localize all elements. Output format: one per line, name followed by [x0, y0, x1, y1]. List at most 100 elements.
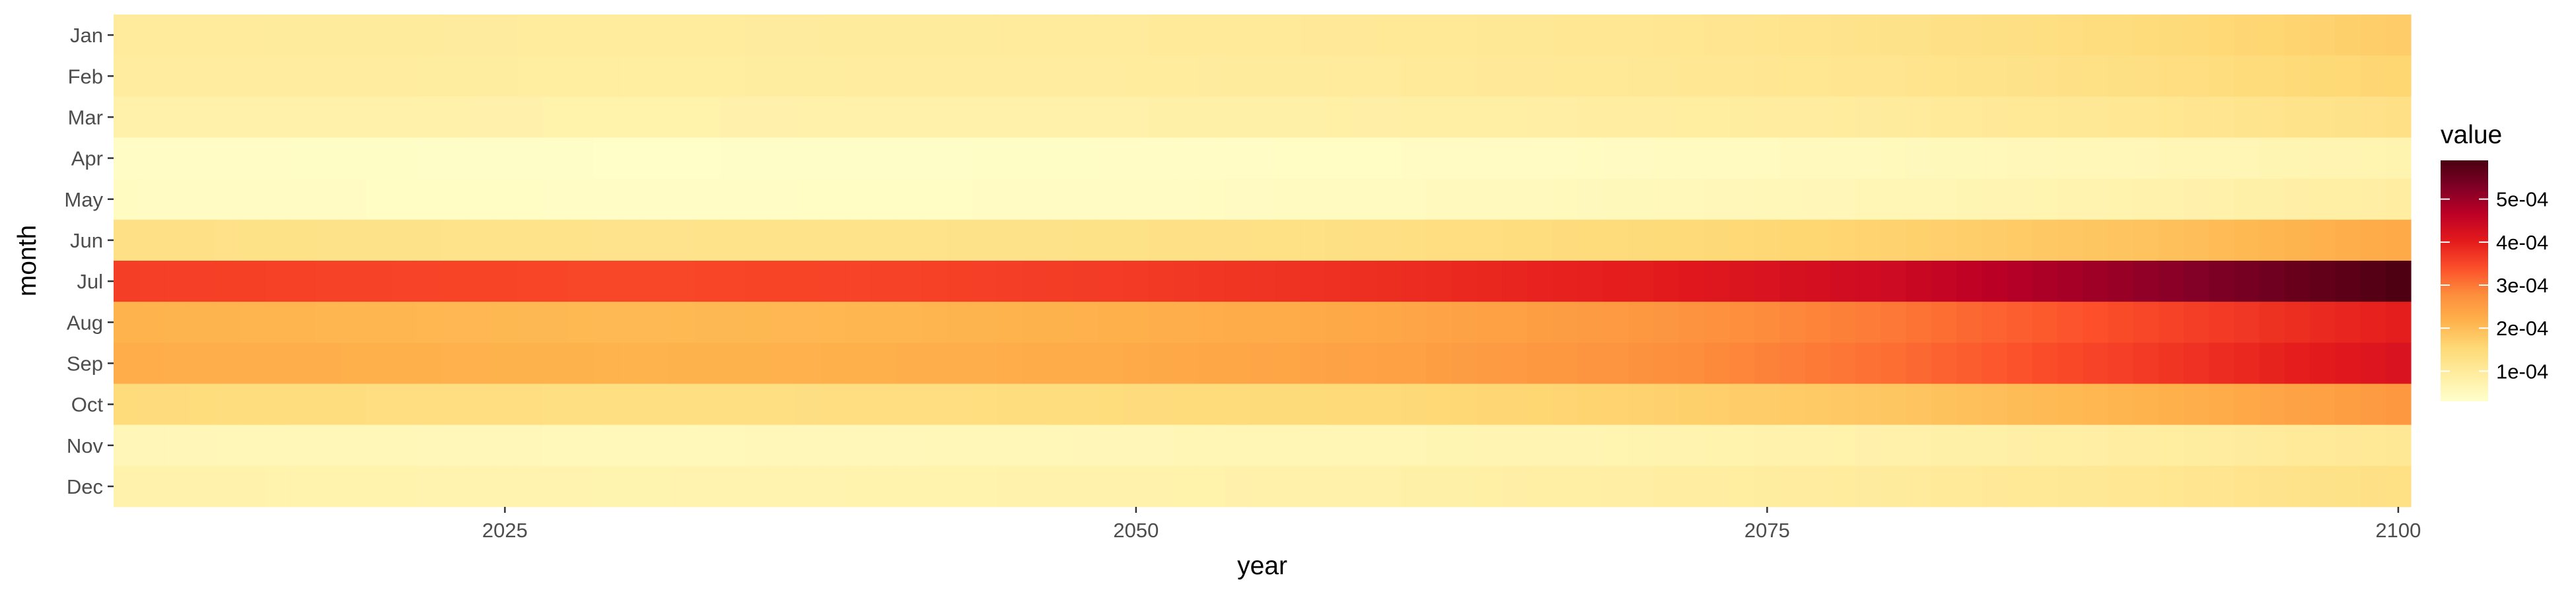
heatmap-cell	[1805, 465, 1831, 508]
heatmap-cell	[1779, 343, 1806, 384]
heatmap-cell	[1375, 15, 1402, 56]
heatmap-cell	[694, 424, 720, 467]
heatmap-cell	[1249, 219, 1275, 261]
heatmap-cell	[139, 96, 165, 138]
x-axis-title: year	[1237, 552, 1287, 580]
heatmap-cell	[618, 261, 645, 302]
heatmap-cell	[517, 15, 544, 56]
heatmap-cell	[1123, 96, 1149, 138]
heatmap-cell	[2209, 178, 2235, 220]
heatmap-cell	[1325, 178, 1351, 220]
heatmap-cell	[1325, 261, 1351, 302]
heatmap-cell	[1325, 15, 1351, 56]
heatmap-cell	[795, 178, 821, 220]
heatmap-cell	[2310, 383, 2336, 426]
heatmap-cell	[2108, 383, 2134, 426]
heatmap-cell	[2310, 15, 2336, 56]
heatmap-cell	[315, 219, 341, 261]
heatmap-cell	[114, 383, 139, 426]
heatmap-cell	[1199, 383, 1225, 426]
heatmap-cell	[719, 302, 746, 343]
heatmap-cell	[947, 55, 973, 97]
heatmap-cell	[2108, 96, 2134, 138]
heatmap-cell	[1022, 424, 1048, 467]
heatmap-cell	[1275, 424, 1301, 467]
heatmap-cell	[1527, 15, 1554, 56]
heatmap-cell	[820, 343, 846, 384]
heatmap-cell	[947, 96, 973, 138]
heatmap-cell	[2007, 219, 2033, 261]
heatmap-cell	[366, 424, 392, 467]
heatmap-cell	[1451, 137, 1478, 180]
heatmap-cell	[1754, 137, 1781, 180]
heatmap-cell	[1956, 15, 1982, 56]
legend-colorbar	[2441, 160, 2488, 401]
heatmap-cell	[2007, 383, 2033, 426]
heatmap-cell	[643, 383, 670, 426]
heatmap-cell	[618, 424, 645, 467]
heatmap-cell	[189, 178, 215, 220]
heatmap-cell	[1754, 465, 1781, 508]
heatmap-cell	[820, 302, 846, 343]
heatmap-cell	[1805, 96, 1831, 138]
heatmap-cell	[1931, 424, 1957, 467]
heatmap-cell	[240, 15, 266, 56]
heatmap-cell	[1174, 137, 1200, 180]
heatmap-cell	[1174, 219, 1200, 261]
heatmap-cell	[1300, 424, 1326, 467]
heatmap-cell	[1577, 302, 1604, 343]
heatmap-cell	[1300, 302, 1326, 343]
heatmap-cell	[668, 178, 695, 220]
heatmap-cell	[240, 178, 266, 220]
heatmap-cell	[1224, 178, 1250, 220]
heatmap-cell	[2184, 219, 2209, 261]
heatmap-cell	[1653, 96, 1680, 138]
heatmap-cell	[618, 137, 645, 180]
heatmap-cell	[1805, 55, 1831, 97]
heatmap-cell	[114, 55, 139, 97]
heatmap-cell	[2360, 261, 2386, 302]
heatmap-cell	[366, 219, 392, 261]
heatmap-cell	[1401, 302, 1427, 343]
legend-title: value	[2441, 121, 2502, 149]
heatmap-cell	[315, 137, 341, 180]
heatmap-cell	[1956, 261, 1982, 302]
heatmap-cell	[2234, 383, 2260, 426]
heatmap-cell	[1451, 96, 1478, 138]
heatmap-cell	[921, 465, 947, 508]
heatmap-cell	[1224, 96, 1250, 138]
heatmap-cell	[2259, 178, 2285, 220]
heatmap-cell	[2057, 96, 2083, 138]
heatmap-cell	[1249, 178, 1275, 220]
heatmap-cell	[1375, 424, 1402, 467]
heatmap-cell	[114, 343, 139, 384]
heatmap-cell	[2385, 261, 2412, 302]
heatmap-cell	[744, 15, 771, 56]
heatmap-cell	[567, 383, 594, 426]
heatmap-cell	[1678, 424, 1705, 467]
heatmap-cell	[1325, 465, 1351, 508]
heatmap-cell	[1805, 219, 1831, 261]
heatmap-cell	[1830, 302, 1856, 343]
heatmap-cell	[416, 219, 443, 261]
heatmap-cell	[1199, 302, 1225, 343]
heatmap-cell	[972, 15, 998, 56]
heatmap-cell	[1906, 383, 1932, 426]
heatmap-cell	[1300, 178, 1326, 220]
heatmap-cell	[1073, 55, 1099, 97]
heatmap-cell	[1275, 383, 1301, 426]
heatmap-cell	[441, 465, 468, 508]
heatmap-cell	[618, 15, 645, 56]
heatmap-cell	[1350, 96, 1377, 138]
y-tick-label: Jan	[70, 24, 103, 47]
heatmap-cell	[1931, 261, 1957, 302]
heatmap-cell	[1703, 55, 1730, 97]
heatmap-cell	[290, 302, 316, 343]
heatmap-cell	[366, 343, 392, 384]
heatmap-cell	[1451, 261, 1478, 302]
heatmap-cell	[2133, 465, 2159, 508]
heatmap-cell	[2032, 178, 2058, 220]
heatmap-cell	[668, 55, 695, 97]
heatmap-cell	[1426, 465, 1452, 508]
heatmap-cell	[618, 96, 645, 138]
